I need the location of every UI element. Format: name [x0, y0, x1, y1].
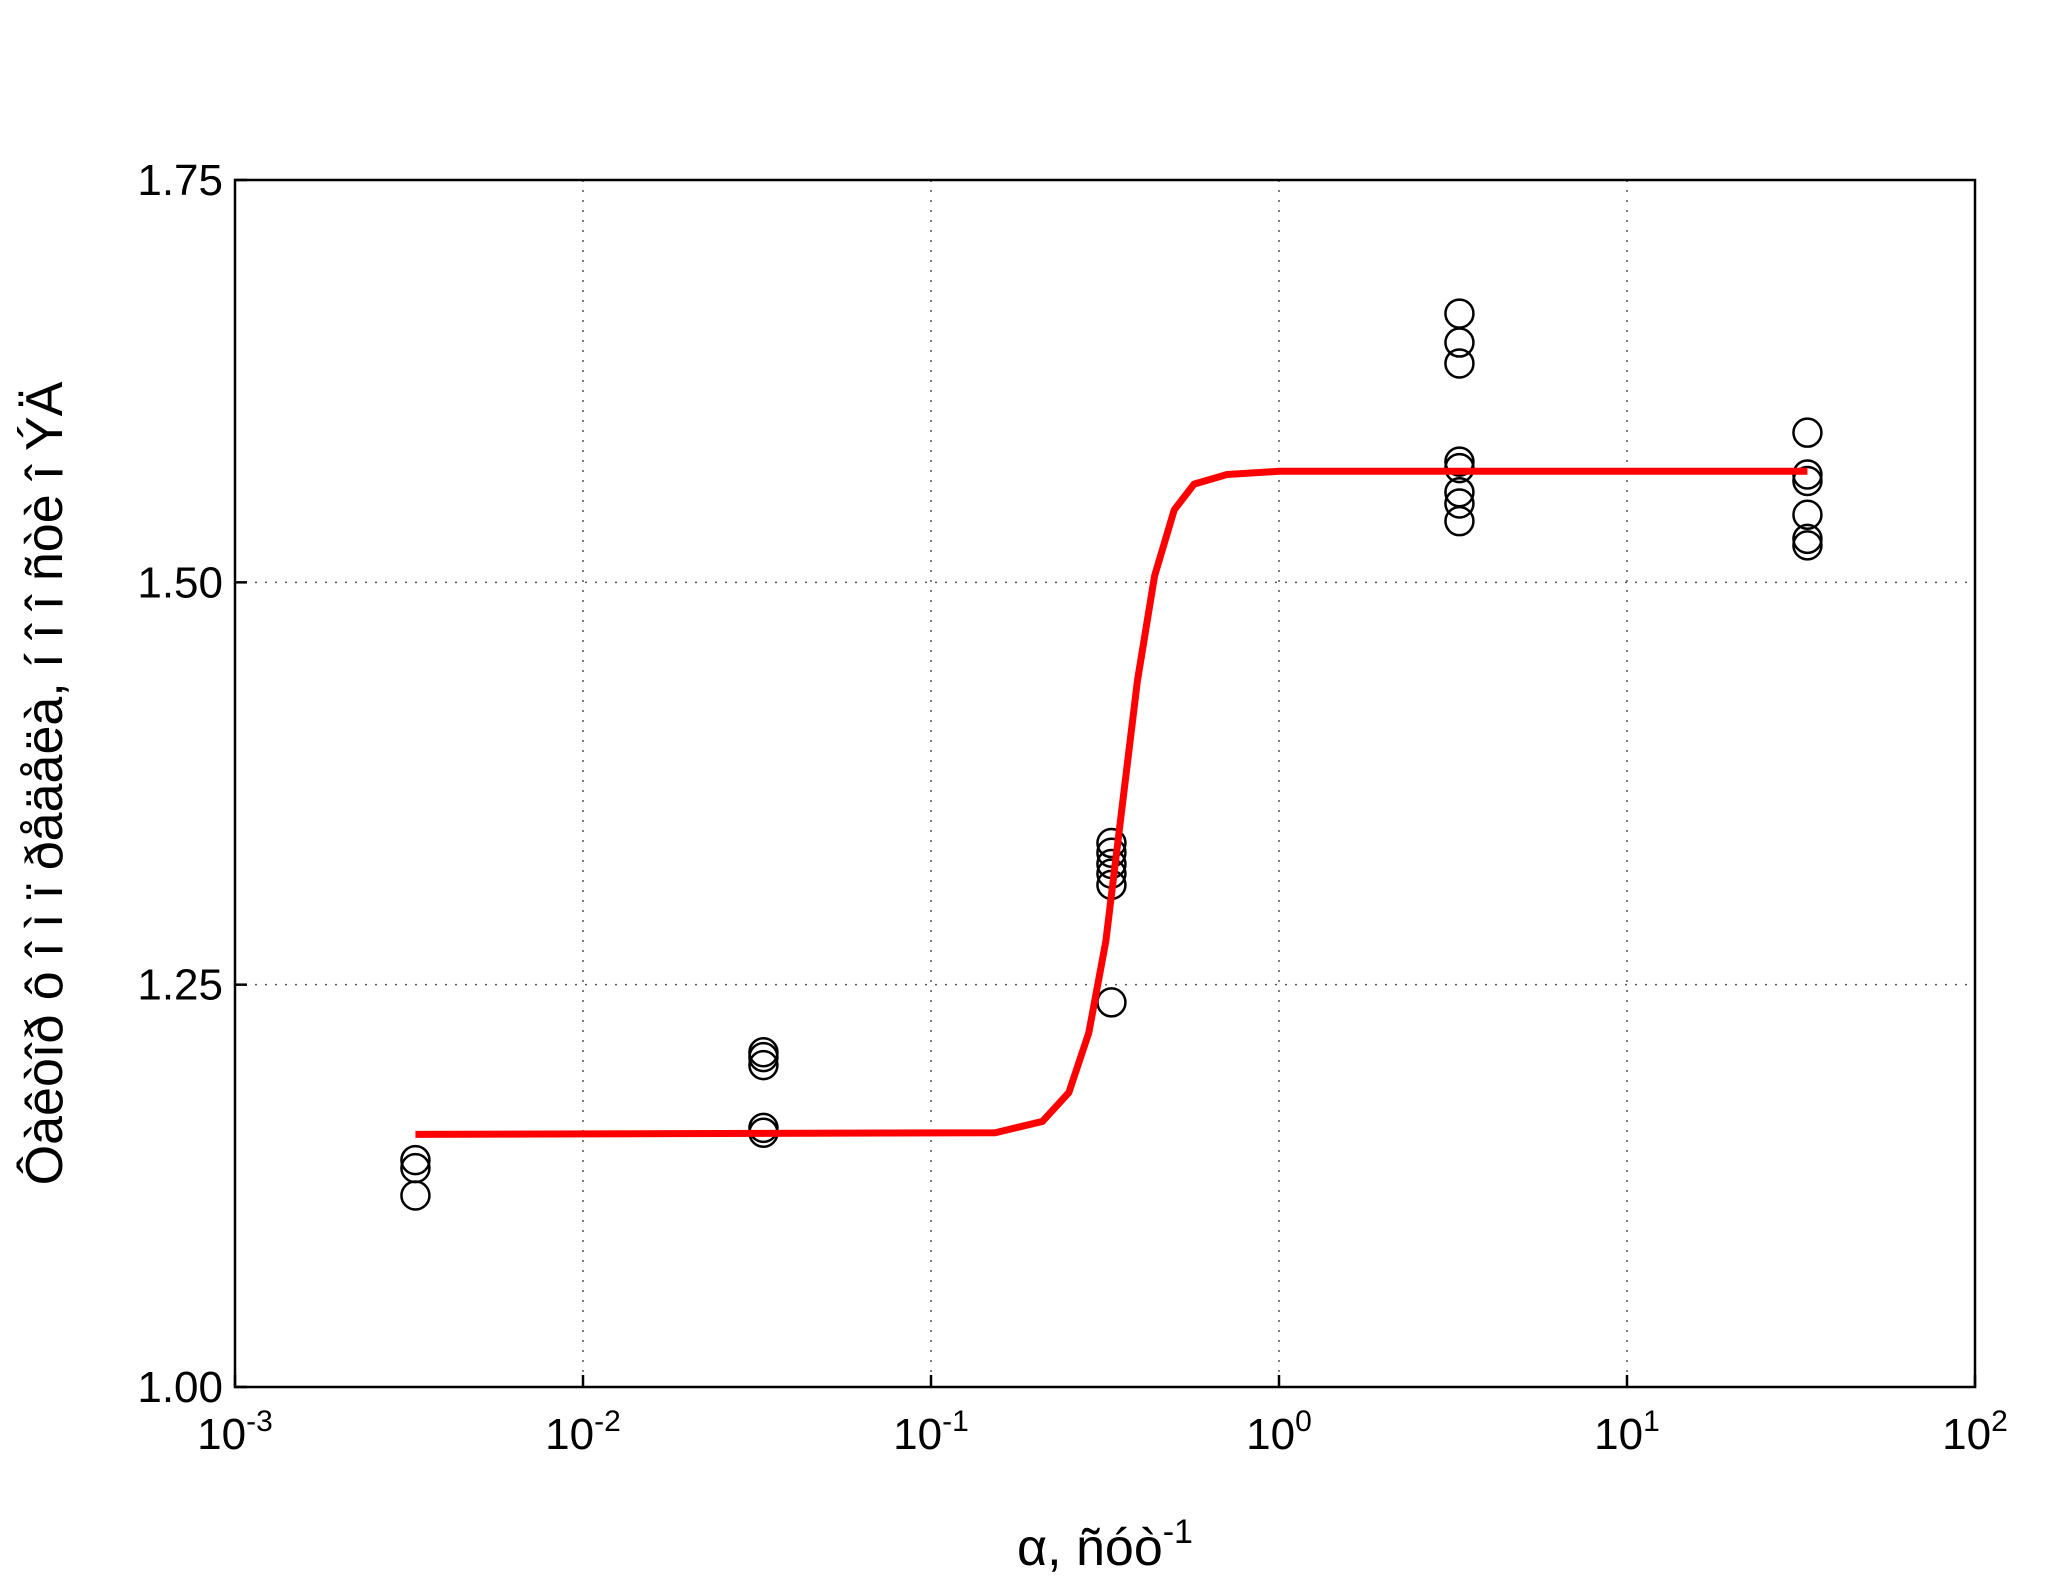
data-point	[1792, 499, 1823, 530]
data-point	[1096, 987, 1127, 1018]
data-point	[1444, 488, 1475, 519]
data-point	[400, 1152, 431, 1184]
x-tick-base: 10	[545, 1410, 594, 1459]
y-tick-label: 1.75	[137, 156, 223, 205]
x-tick-label: 10-3	[197, 1405, 273, 1459]
x-tick-exponent: 2	[1991, 1405, 2008, 1438]
x-tick-label: 10-2	[545, 1405, 621, 1459]
data-point	[1792, 523, 1823, 555]
data-point	[1444, 327, 1475, 358]
x-tick-exponent: -1	[942, 1405, 969, 1438]
y-axis-label: Ôàêòîð ô î ì ï ðåäåëà, í î î ñòè î ÝÄ	[16, 381, 74, 1185]
data-point	[1444, 298, 1475, 329]
y-tick-label: 1.25	[137, 961, 223, 1010]
data-point	[400, 1144, 431, 1176]
x-axis-label-sup: -1	[1163, 1513, 1193, 1551]
data-point	[748, 1041, 779, 1073]
y-tick-label: 1.50	[137, 558, 223, 607]
data-point	[748, 1049, 779, 1081]
fit-line	[415, 467, 1808, 1138]
data-point	[1096, 827, 1127, 859]
x-axis-label: α, ñóò-1	[1017, 1513, 1193, 1577]
x-tick-base: 10	[1594, 1410, 1643, 1459]
x-tick-exponent: 1	[1643, 1405, 1660, 1438]
x-tick-label: 100	[1246, 1405, 1312, 1459]
x-tick-exponent: 0	[1295, 1405, 1312, 1438]
data-point	[1792, 465, 1823, 497]
x-tick-label: 102	[1942, 1405, 2008, 1459]
y-tick-label: 1.00	[137, 1363, 223, 1412]
plot-frame	[233, 178, 1977, 1389]
data-point	[1444, 446, 1475, 477]
data-point	[1792, 530, 1823, 561]
data-point	[1444, 348, 1475, 379]
x-axis-label-main: α, ñóò	[1017, 1519, 1163, 1577]
x-tick-label: 101	[1594, 1405, 1660, 1459]
x-tick-exponent: -2	[594, 1405, 621, 1438]
x-tick-base: 10	[1246, 1410, 1295, 1459]
x-tick-base: 10	[893, 1410, 942, 1459]
x-tick-exponent: -3	[246, 1405, 273, 1438]
data-point	[400, 1180, 431, 1211]
x-tick-base: 10	[197, 1410, 246, 1459]
data-point	[1444, 505, 1475, 537]
data-point	[1792, 417, 1823, 448]
x-tick-label: 10-1	[893, 1405, 969, 1459]
x-tick-base: 10	[1942, 1410, 1991, 1459]
